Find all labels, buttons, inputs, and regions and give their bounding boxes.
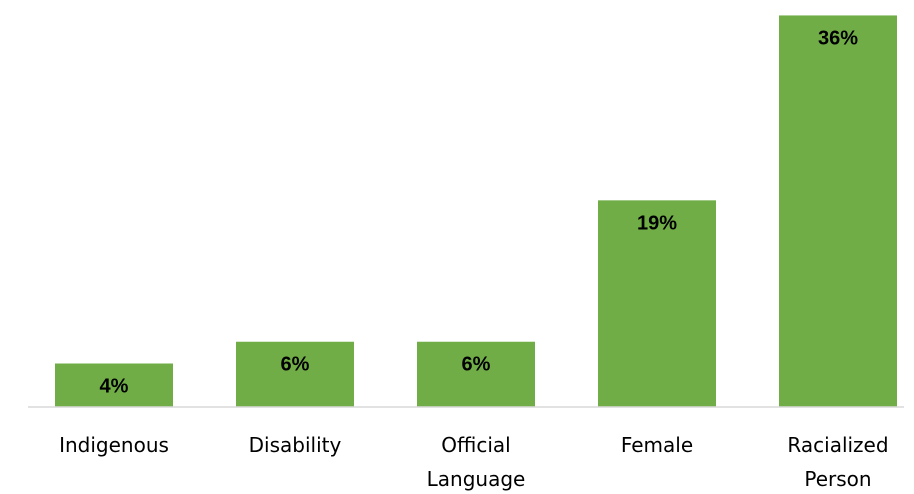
bars-group: [55, 15, 897, 408]
category-label-3: Female: [621, 433, 693, 457]
category-label-line: Racialized: [787, 433, 888, 457]
value-label-1: 6%: [281, 354, 310, 376]
bar-1: [236, 341, 354, 407]
category-label-line: Person: [804, 467, 871, 491]
category-label-line: Female: [621, 433, 693, 457]
category-label-line: Official: [441, 433, 510, 457]
value-labels-group: 4% 6% 6% 19% 36%: [100, 27, 859, 397]
category-label-2: Official Language: [427, 433, 526, 491]
bar-4: [779, 15, 897, 408]
bar-0: [55, 363, 173, 407]
value-label-3: 19%: [637, 212, 677, 234]
category-labels-group: Indigenous Disability Official Language Fema…: [59, 433, 888, 491]
category-label-4: Racialized Person: [787, 433, 888, 491]
category-label-0: Indigenous: [59, 433, 169, 457]
category-label-line: Disability: [249, 433, 342, 457]
value-label-0: 4%: [100, 375, 129, 397]
bar-2: [417, 341, 535, 407]
category-label-line: Indigenous: [59, 433, 169, 457]
value-label-2: 6%: [462, 354, 491, 376]
category-label-line: Language: [427, 467, 526, 491]
category-label-1: Disability: [249, 433, 342, 457]
bar-3: [598, 200, 716, 407]
value-label-4: 36%: [818, 27, 858, 49]
